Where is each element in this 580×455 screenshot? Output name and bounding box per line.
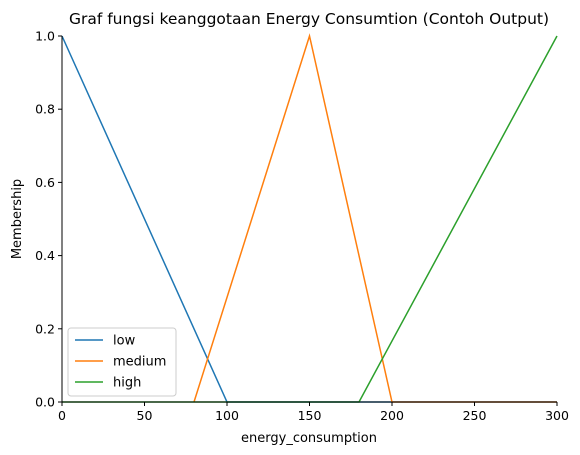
- y-tick-label: 0.8: [35, 102, 55, 117]
- legend-box: [67, 327, 177, 397]
- x-axis-label: energy_consumption: [241, 431, 377, 446]
- y-axis: 0.0 0.2 0.4 0.6 0.8 1.0: [35, 29, 63, 410]
- y-tick-label: 0.6: [35, 175, 55, 190]
- x-tick-label: 300: [545, 408, 569, 423]
- legend-label-medium: medium: [113, 355, 166, 370]
- x-tick-label: 50: [137, 408, 153, 423]
- y-axis-label: Membership: [10, 179, 25, 259]
- x-tick-label: 150: [298, 408, 322, 423]
- x-tick-label: 250: [463, 408, 487, 423]
- y-tick-label: 0.4: [35, 248, 55, 263]
- y-tick-label: 0.0: [35, 395, 55, 410]
- y-tick-label: 0.2: [35, 321, 55, 336]
- x-tick-label: 200: [380, 408, 404, 423]
- legend: low medium high: [67, 327, 177, 397]
- y-tick-label: 1.0: [35, 29, 55, 44]
- legend-label-high: high: [113, 376, 141, 391]
- x-tick-label: 100: [215, 408, 239, 423]
- series-line-medium: [193, 33, 557, 403]
- x-tick-label: 0: [58, 408, 66, 423]
- x-axis: 0 50 100 150 200 250 300: [58, 401, 569, 423]
- chart-title: Graf fungsi keanggotaan Energy Consumtio…: [69, 10, 549, 28]
- legend-label-low: low: [113, 334, 136, 349]
